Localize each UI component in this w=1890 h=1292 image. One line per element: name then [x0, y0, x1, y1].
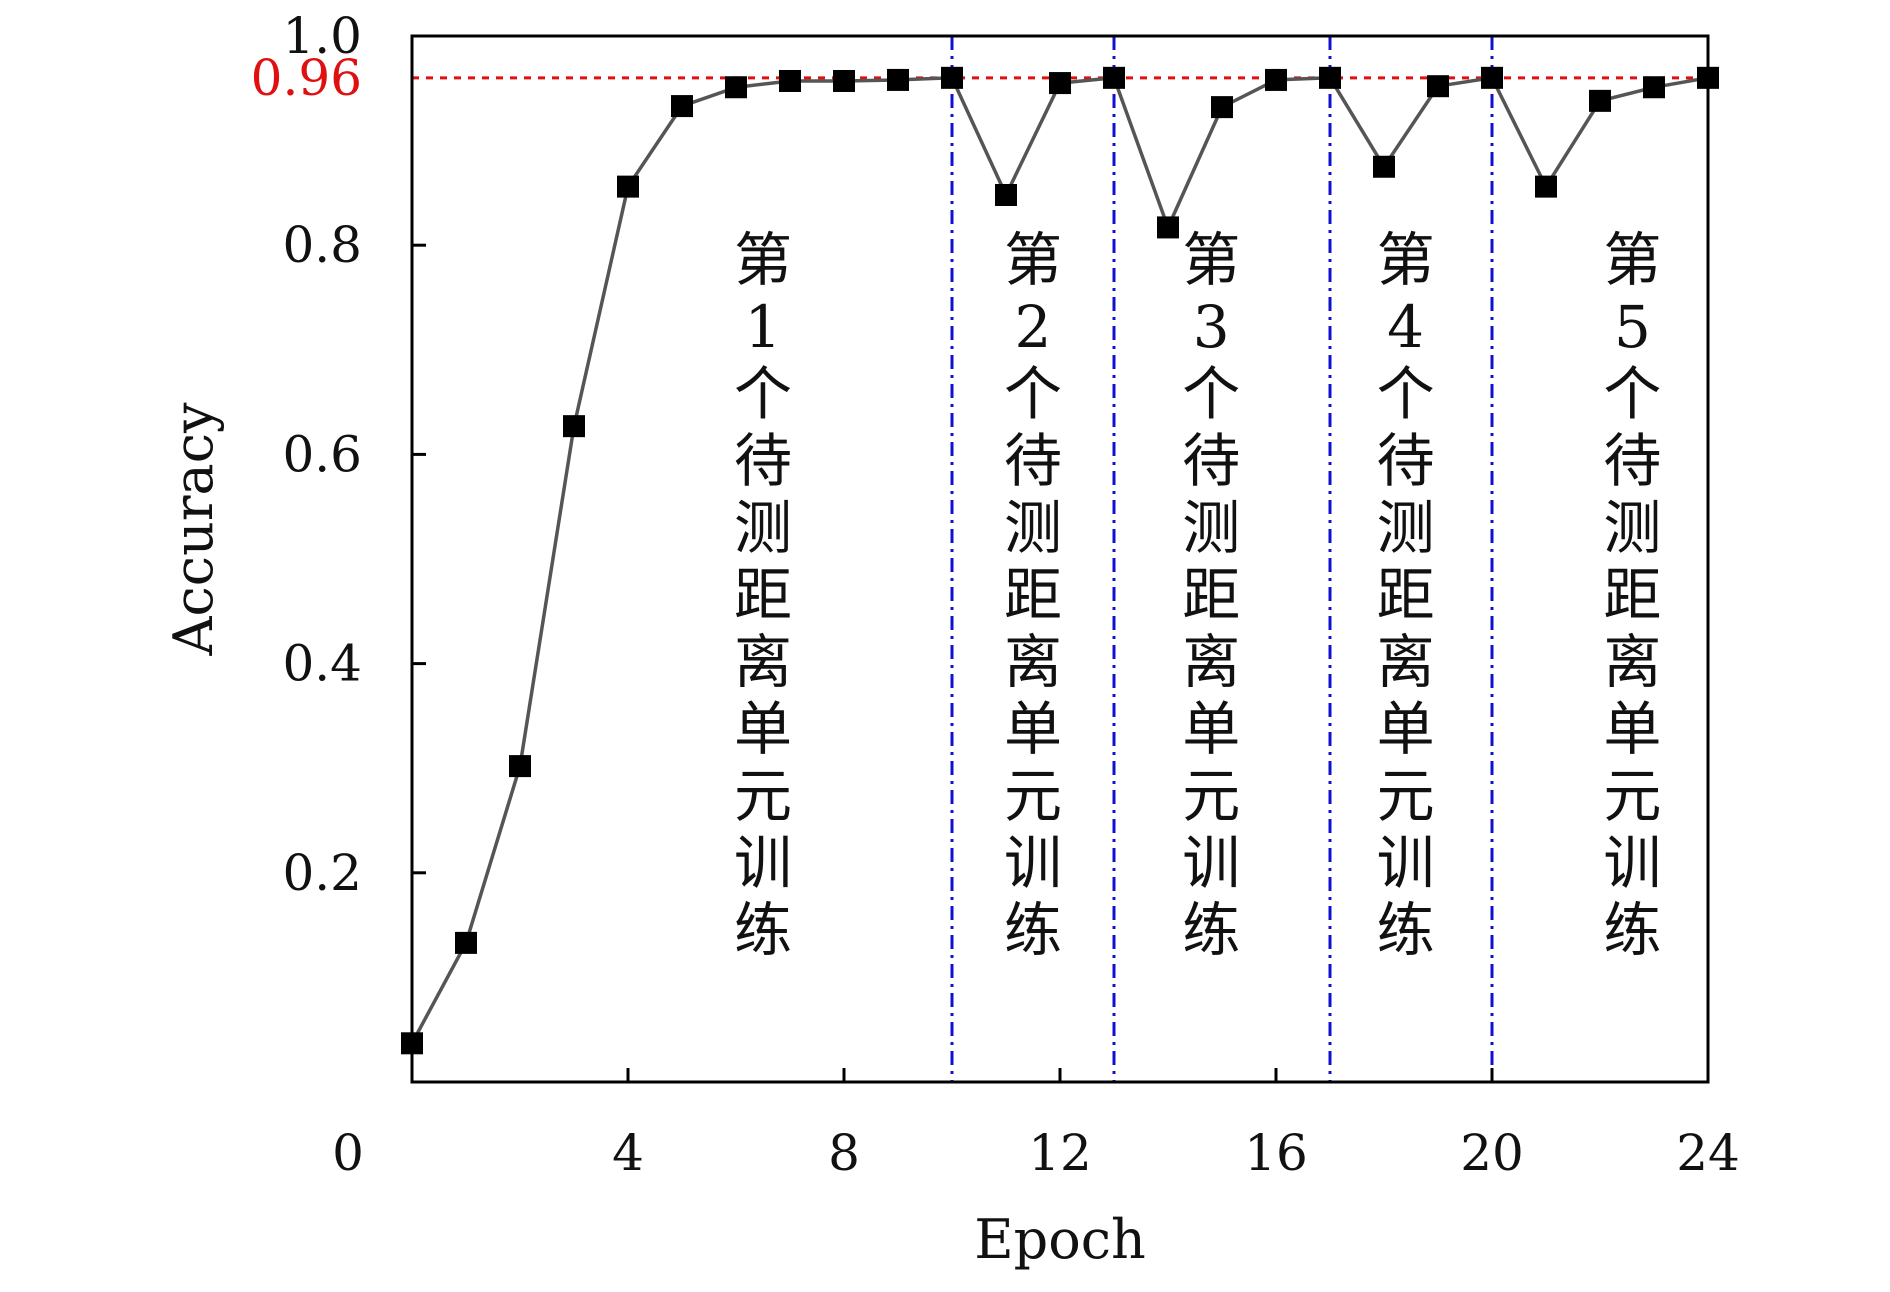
region-label-char: 练 [1603, 896, 1661, 964]
x-tick-label: 0 [332, 1124, 364, 1182]
region-label-char: 1 [745, 293, 782, 361]
region-label-char: 训 [1377, 829, 1435, 897]
region-label-char: 离 [1182, 628, 1240, 696]
data-point [509, 755, 531, 778]
region-label-char: 练 [1004, 896, 1062, 964]
region-label-char: 待 [734, 427, 792, 495]
region-label-char: 距 [1603, 561, 1661, 629]
region-label-char: 元 [734, 762, 792, 830]
region-label-char: 单 [1603, 695, 1661, 763]
y-tick-label: 1.0 [282, 7, 362, 65]
data-point [995, 183, 1017, 206]
region-label-char: 5 [1614, 293, 1651, 361]
region-label-char: 距 [1004, 561, 1062, 629]
data-point [1481, 66, 1503, 89]
region-label-char: 距 [734, 561, 792, 629]
region-label-char: 离 [1004, 628, 1062, 696]
region-label-char: 待 [1377, 427, 1435, 495]
region-label-char: 第 [1182, 226, 1240, 294]
region-label-char: 待 [1182, 427, 1240, 495]
axes-layer: 0 4 8 12 16 20 240.20.40.60.81.0 [282, 7, 1739, 1182]
region-label-char: 单 [1377, 695, 1435, 763]
region-label-char: 元 [1377, 762, 1435, 830]
region-label-char: 测 [1603, 494, 1661, 562]
data-point [1049, 72, 1071, 95]
region-label-char: 测 [1182, 494, 1240, 562]
data-point [1373, 155, 1395, 178]
data-point [671, 95, 693, 118]
region-label-char: 待 [1004, 427, 1062, 495]
region-label-char: 第 [1377, 226, 1435, 294]
x-tick-label: 24 [1676, 1124, 1740, 1182]
y-axis-title: Accuracy [162, 402, 225, 657]
data-point [887, 68, 909, 91]
region-label-char: 距 [1377, 561, 1435, 629]
y-tick-label: 0.2 [282, 844, 362, 902]
region-label-char: 测 [1004, 494, 1062, 562]
data-point [1535, 175, 1557, 198]
region-label-char: 训 [1603, 829, 1661, 897]
series-layer [401, 66, 1719, 1055]
region-label-char: 2 [1015, 293, 1052, 361]
region-label-char: 个 [1603, 360, 1661, 428]
y-tick-label: 0.4 [282, 635, 362, 693]
data-point [941, 66, 963, 89]
region-label-char: 个 [1004, 360, 1062, 428]
data-point [1589, 89, 1611, 112]
data-point [1157, 216, 1179, 239]
region-label-char: 离 [734, 628, 792, 696]
y-tick-label: 0.6 [282, 425, 362, 483]
data-point [833, 69, 855, 92]
region-label-char: 元 [1603, 762, 1661, 830]
data-point [1643, 76, 1665, 99]
region-label-char: 单 [1182, 695, 1240, 763]
region-label-char: 单 [734, 695, 792, 763]
region-label-char: 距 [1182, 561, 1240, 629]
vertical-lines-layer [950, 36, 1494, 1082]
region-label-char: 元 [1182, 762, 1240, 830]
region-label-char: 训 [1004, 829, 1062, 897]
region-label-char: 测 [734, 494, 792, 562]
x-tick-label: 4 [612, 1124, 644, 1182]
region-label-char: 测 [1377, 494, 1435, 562]
region-label-char: 离 [1377, 628, 1435, 696]
region-label-char: 第 [1603, 226, 1661, 294]
x-axis-title: Epoch [974, 1208, 1146, 1271]
region-label-char: 个 [734, 360, 792, 428]
region-label-char: 元 [1004, 762, 1062, 830]
region-label-char: 4 [1387, 293, 1424, 361]
region-label-char: 第 [1004, 226, 1062, 294]
x-tick-label: 16 [1244, 1124, 1308, 1182]
region-label-char: 3 [1193, 293, 1230, 361]
region-label-char: 练 [734, 896, 792, 964]
data-point [1319, 66, 1341, 89]
x-tick-label: 20 [1460, 1124, 1524, 1182]
data-point [455, 931, 477, 954]
region-label-char: 练 [1377, 896, 1435, 964]
data-point [1103, 66, 1125, 89]
reference-line-label: 0.96 [251, 49, 362, 107]
region-label-char: 个 [1377, 360, 1435, 428]
region-label-char: 训 [734, 829, 792, 897]
y-tick-label: 0.8 [282, 216, 362, 274]
region-label-char: 训 [1182, 829, 1240, 897]
data-point [617, 175, 639, 198]
region-label-char: 第 [734, 226, 792, 294]
data-point [1427, 75, 1449, 98]
data-point [563, 415, 585, 438]
data-point [1211, 96, 1233, 119]
region-label-char: 练 [1182, 896, 1240, 964]
region-label-char: 离 [1603, 628, 1661, 696]
region-labels-layer: 第1个待测距离单元训练第2个待测距离单元训练第3个待测距离单元训练第4个待测距离… [734, 226, 1661, 964]
region-label-char: 单 [1004, 695, 1062, 763]
data-point [1265, 68, 1287, 91]
x-tick-label: 8 [828, 1124, 860, 1182]
region-label-char: 待 [1603, 427, 1661, 495]
x-tick-label: 12 [1028, 1124, 1092, 1182]
data-point [725, 76, 747, 99]
region-label-char: 个 [1182, 360, 1240, 428]
data-point [779, 69, 801, 92]
